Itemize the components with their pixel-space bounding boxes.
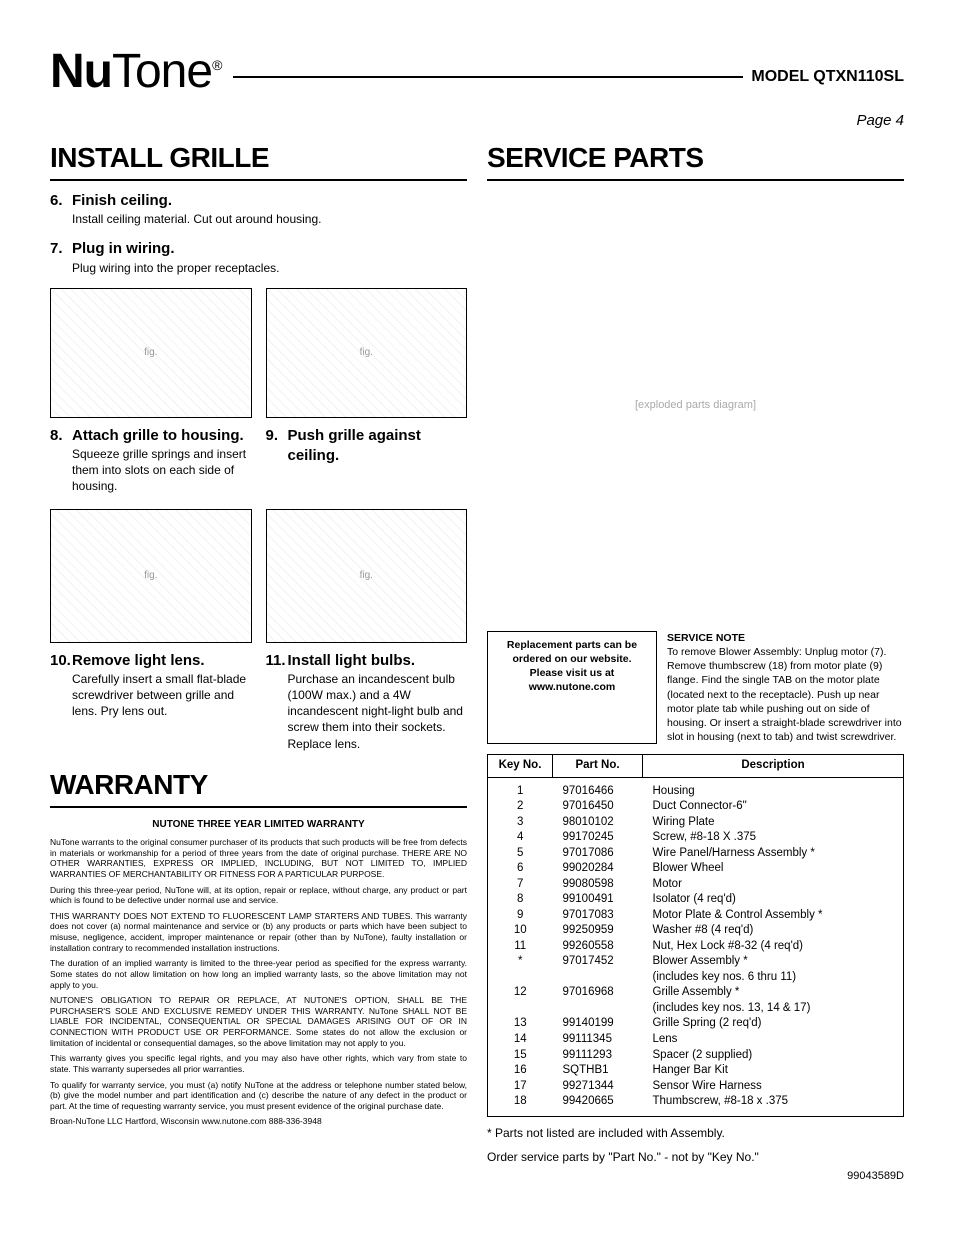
table-row: 1199260558Nut, Hex Lock #8-32 (4 req'd) [488,939,904,955]
header: NuTone® MODEL QTXN110SL [50,40,904,105]
right-column: SERVICE PARTS [exploded parts diagram] R… [487,139,904,1184]
step-10-block: fig. 10.Remove light lens. Carefully ins… [50,509,252,752]
warranty-title: WARRANTY [50,766,467,808]
table-row: (includes key nos. 13, 14 & 17) [488,1001,904,1017]
page-number: Page 4 [50,111,904,131]
service-note-body: To remove Blower Assembly: Unplug motor … [667,646,902,743]
step-7: 7.Plug in wiring. Plug wiring into the p… [50,239,467,275]
logo: NuTone® [50,40,221,105]
table-row: 1799271344Sensor Wire Harness [488,1079,904,1095]
document-number: 99043589D [487,1169,904,1184]
table-row: 997017083Motor Plate & Control Assembly … [488,908,904,924]
exploded-diagram: [exploded parts diagram] [487,191,904,621]
step-9-block: fig. 9.Push grille against ceiling. [266,288,468,495]
table-row: 799080598Motor [488,877,904,893]
step-11-figure: fig. [266,509,468,643]
service-parts-title: SERVICE PARTS [487,139,904,181]
table-row: 597017086Wire Panel/Harness Assembly * [488,846,904,862]
col-key: Key No. [488,755,553,778]
warranty-subtitle: NUTONE THREE YEAR LIMITED WARRANTY [50,818,467,832]
warranty-body: NuTone warrants to the original consumer… [50,837,467,1127]
table-row: 499170245Screw, #8-18 X .375 [488,830,904,846]
table-row: *97017452Blower Assembly * [488,954,904,970]
table-row: 1599111293Spacer (2 supplied) [488,1048,904,1064]
step-10-figure: fig. [50,509,252,643]
table-row: 1297016968Grille Assembly * [488,985,904,1001]
order-parts-box: Replacement parts can be ordered on our … [487,631,657,744]
col-part: Part No. [553,755,643,778]
service-note: SERVICE NOTE To remove Blower Assembly: … [667,631,904,744]
table-row: 1499111345Lens [488,1032,904,1048]
table-row: 899100491Isolator (4 req'd) [488,892,904,908]
table-row: 1899420665Thumbscrew, #8-18 x .375 [488,1094,904,1116]
install-grille-title: INSTALL GRILLE [50,139,467,181]
table-row: 398010102Wiring Plate [488,815,904,831]
header-rule [233,76,743,78]
table-row: 699020284Blower Wheel [488,861,904,877]
table-row: 16SQTHB1Hanger Bar Kit [488,1063,904,1079]
model-number: MODEL QTXN110SL [751,66,904,88]
step-9-figure: fig. [266,288,468,418]
table-row: 1099250959Washer #8 (4 req'd) [488,923,904,939]
parts-footnote-1: * Parts not listed are included with Ass… [487,1125,904,1141]
table-row: (includes key nos. 6 thru 11) [488,970,904,986]
parts-footnote-2: Order service parts by "Part No." - not … [487,1149,904,1165]
step-11-block: fig. 11.Install light bulbs. Purchase an… [266,509,468,752]
step-8-block: fig. 8.Attach grille to housing. Squeeze… [50,288,252,495]
step-6: 6.Finish ceiling. Install ceiling materi… [50,191,467,227]
table-row: 197016466Housing [488,777,904,799]
parts-table: Key No. Part No. Description 197016466Ho… [487,754,904,1116]
col-desc: Description [643,755,904,778]
left-column: INSTALL GRILLE 6.Finish ceiling. Install… [50,139,467,1184]
step-8-figure: fig. [50,288,252,418]
table-row: 297016450Duct Connector-6" [488,799,904,815]
table-row: 1399140199Grille Spring (2 req'd) [488,1016,904,1032]
